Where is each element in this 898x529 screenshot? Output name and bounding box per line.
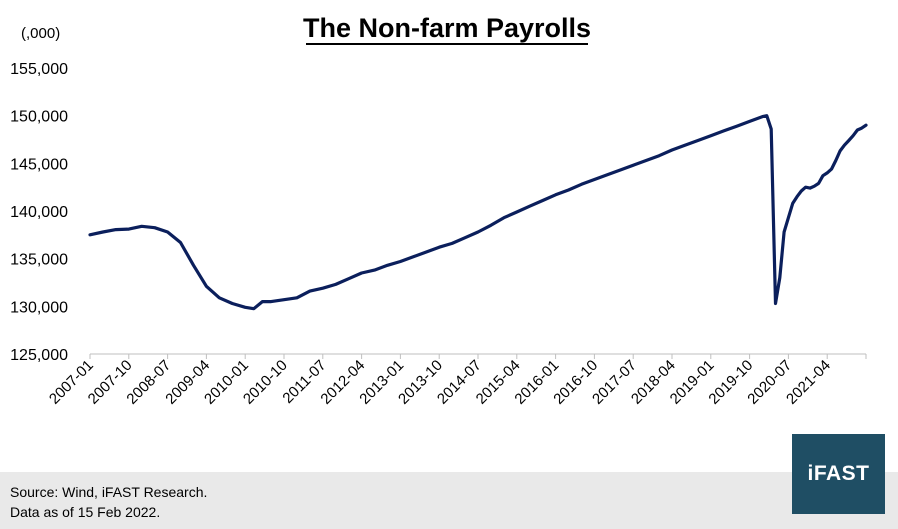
ifast-logo-text: iFAST bbox=[807, 462, 870, 485]
y-tick-label: 150,000 bbox=[10, 109, 68, 126]
y-axis: 125,000 130,000 135,000 140,000 145,000 150,0… bbox=[10, 61, 68, 364]
y-tick-label: 155,000 bbox=[10, 61, 68, 78]
series-layer bbox=[88, 114, 868, 311]
unit-label: (,000) bbox=[21, 25, 60, 42]
y-tick-label: 145,000 bbox=[10, 156, 68, 173]
x-axis: 2007-012007-102008-072009-042010-012010-… bbox=[46, 353, 867, 408]
chart-title: The Non-farm Payrolls bbox=[303, 13, 591, 43]
data-date-note: Data as of 15 Feb 2022. bbox=[10, 504, 161, 520]
y-tick-label: 135,000 bbox=[10, 252, 68, 269]
y-tick-label: 125,000 bbox=[10, 347, 68, 364]
series-line-payrolls bbox=[88, 114, 868, 311]
footer-band bbox=[0, 472, 898, 529]
ifast-logo: iFAST bbox=[792, 434, 885, 514]
y-tick-label: 140,000 bbox=[10, 204, 68, 221]
source-note: Source: Wind, iFAST Research. bbox=[10, 484, 208, 500]
y-tick-label: 130,000 bbox=[10, 299, 68, 316]
